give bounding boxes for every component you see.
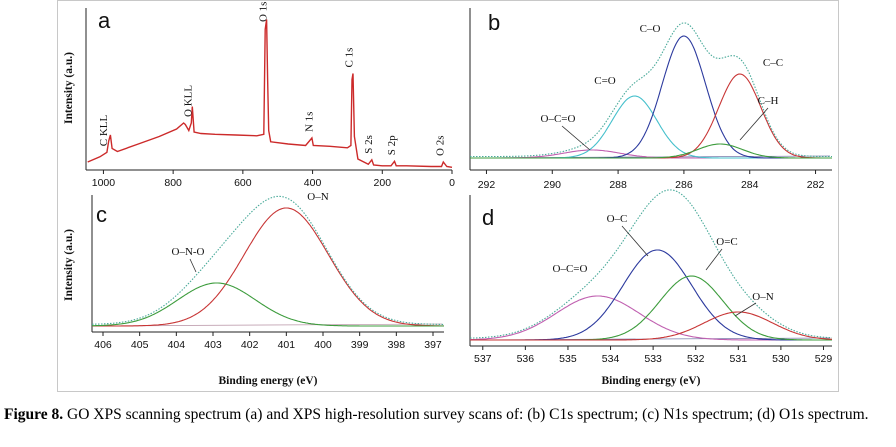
caption-text: GO XPS scanning spectrum (a) and XPS hig… — [63, 406, 869, 423]
peak-label-d-o-n: O–N — [752, 291, 773, 303]
peak-label-c-1s: C 1s — [344, 48, 356, 68]
peak-label-c-kll: C KLL — [98, 115, 110, 147]
x-tick-label-a: 200 — [374, 177, 392, 189]
figure-frame — [57, 0, 839, 392]
component-curve-b-o-c-o — [470, 149, 832, 159]
caption-lead: Figure 8. — [4, 406, 64, 423]
x-tick-label-c: 400 — [314, 339, 332, 351]
x-tick-label-b: 284 — [741, 179, 759, 191]
x-tick-label-a: 0 — [449, 177, 455, 189]
panel-letter-d: d — [482, 205, 494, 230]
peak-label-b-c-h: C–H — [758, 95, 779, 107]
panel-letter-c: c — [96, 202, 107, 227]
y-axis-title-a: Intensity (a.u.) — [63, 52, 75, 124]
peak-label-o-2s: O 2s — [434, 136, 446, 156]
x-tick-label-c: 401 — [278, 339, 296, 351]
leader-line-b — [739, 107, 769, 141]
x-tick-label-d: 536 — [517, 353, 535, 365]
x-tick-label-a: 800 — [164, 177, 182, 189]
x-axis-title-d: Binding energy (eV) — [601, 375, 700, 387]
xps-figure: 1000 800 600 400 200 0 C KLL O KLL O 1s N 1s C 1s S… — [63, 2, 833, 387]
peak-label-d-o-c: O=C — [716, 236, 737, 248]
peak-label-c-o-n: O–N — [307, 191, 328, 203]
x-tick-label-d: 530 — [772, 353, 790, 365]
peak-label-b-c-o: C=O — [594, 75, 616, 87]
x-tick-label-c: 404 — [168, 339, 186, 351]
component-curve-c-o-n — [92, 207, 444, 327]
x-tick-label-c: 399 — [351, 339, 369, 351]
x-tick-label-d: 532 — [687, 353, 705, 365]
x-tick-label-d: 531 — [730, 353, 748, 365]
peak-label-d-o-c-o: O–C=O — [553, 263, 588, 275]
leader-line-d — [705, 248, 723, 271]
leader-line-d — [734, 302, 757, 317]
envelope-curve-d — [470, 189, 833, 339]
peak-label-d-o-c: O–C — [607, 213, 628, 225]
panel-letter-b: b — [488, 10, 500, 35]
x-tick-label-d: 529 — [815, 353, 833, 365]
component-curve-c-o-n-o — [92, 282, 444, 327]
panel-letter-a: a — [98, 8, 111, 33]
component-curve-d-o-n — [470, 311, 833, 341]
x-tick-label-b: 290 — [544, 179, 562, 191]
peak-label-s-2s: S 2s — [363, 135, 375, 154]
x-tick-label-b: 288 — [609, 179, 627, 191]
peak-label-n-1s: N 1s — [304, 112, 316, 132]
x-tick-label-a: 1000 — [92, 177, 116, 189]
x-tick-label-c: 406 — [94, 339, 112, 351]
x-tick-label-b: 292 — [478, 179, 496, 191]
survey-spectrum-line — [87, 19, 453, 168]
component-curve-b-c-h — [470, 143, 832, 159]
x-tick-label-b: 286 — [675, 179, 693, 191]
x-tick-label-c: 398 — [388, 339, 406, 351]
x-tick-label-d: 537 — [474, 353, 492, 365]
leader-line-d — [621, 225, 649, 257]
leader-line-b — [561, 125, 591, 151]
envelope-curve-b — [470, 22, 832, 158]
x-tick-label-c: 405 — [131, 339, 149, 351]
x-tick-label-a: 600 — [234, 177, 252, 189]
peak-label-b-o-c-o: O–C=O — [541, 113, 576, 125]
x-tick-label-a: 400 — [304, 177, 322, 189]
envelope-curve-c — [92, 195, 444, 325]
x-tick-label-d: 533 — [644, 353, 662, 365]
peak-label-b-c-c: C–C — [763, 57, 783, 69]
x-tick-label-d: 535 — [559, 353, 577, 365]
x-tick-label-d: 534 — [602, 353, 620, 365]
figure-caption: Figure 8. GO XPS scanning spectrum (a) a… — [4, 406, 892, 424]
x-axis-title-c: Binding energy (eV) — [218, 375, 317, 387]
x-tick-label-c: 402 — [241, 339, 259, 351]
peak-label-s-2p: S 2p — [386, 135, 398, 155]
component-curve-d-o-c-o — [470, 295, 832, 341]
leader-line-c — [189, 258, 197, 273]
x-tick-label-c: 397 — [424, 339, 442, 351]
peak-label-o-1s: O 1s — [258, 2, 270, 22]
component-curve-b-c-c — [470, 73, 832, 159]
peak-label-o-kll: O KLL — [182, 85, 194, 117]
y-axis-title-c: Intensity (a.u.) — [63, 229, 75, 301]
peak-label-b-c-o: C–O — [640, 23, 661, 35]
x-tick-label-c: 403 — [204, 339, 222, 351]
peak-label-c-o-n-o: O–N-O — [172, 246, 205, 258]
component-curve-d-o-c — [470, 249, 832, 341]
x-tick-label-b: 282 — [807, 179, 825, 191]
